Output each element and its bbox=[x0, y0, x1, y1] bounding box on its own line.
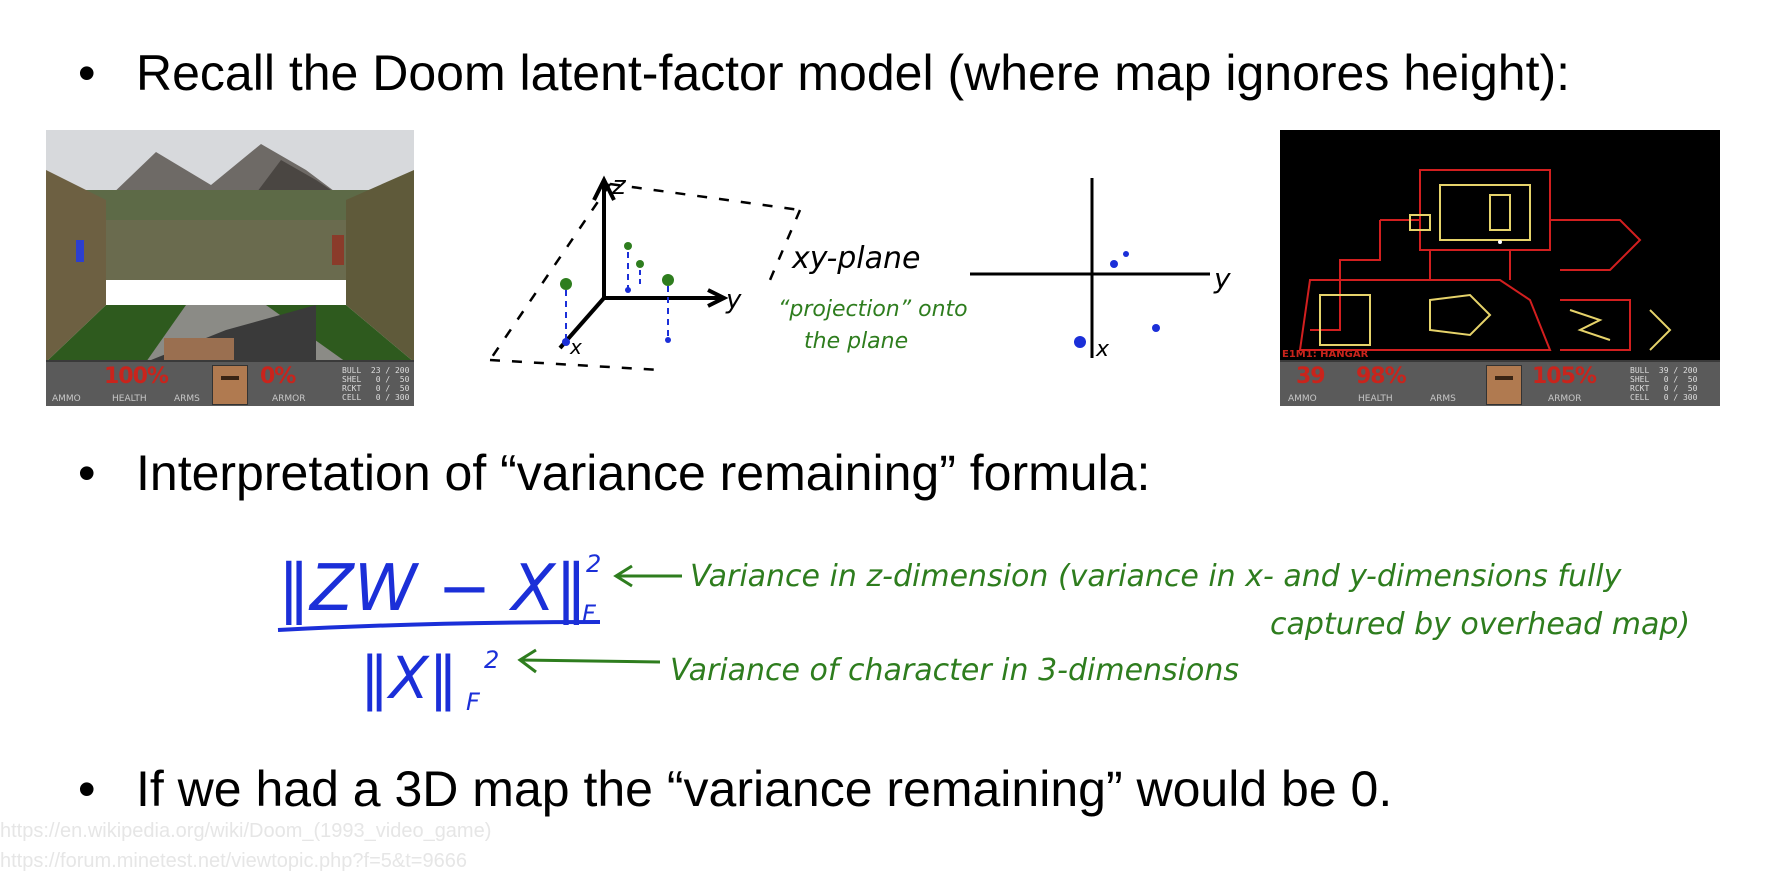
z-axis-label: z bbox=[611, 171, 627, 201]
ammo-readout: 100% bbox=[104, 364, 169, 389]
bullet-marker: • bbox=[78, 761, 96, 817]
doom-gameplay-screenshot: 100% 0% AMMO HEALTH ARMS ARMOR BULL 23 /… bbox=[46, 130, 414, 406]
bullet-text: Recall the Doom latent-factor model (whe… bbox=[136, 45, 1571, 101]
x-axis-label: x bbox=[1095, 337, 1110, 362]
y-axis-label: y bbox=[1213, 262, 1231, 295]
health-label: HEALTH bbox=[112, 394, 147, 404]
arms-label: ARMS bbox=[1430, 394, 1456, 404]
ammo-table: BULL 23 / 200 SHEL 0 / 50 RCKT 0 / 50 CE… bbox=[342, 366, 410, 402]
x-axis-label: x bbox=[569, 335, 582, 359]
health-label: HEALTH bbox=[1358, 394, 1393, 404]
doomguy-face-icon bbox=[1486, 365, 1522, 405]
armor-label: ARMOR bbox=[272, 394, 306, 404]
bullet-marker: • bbox=[78, 45, 96, 101]
doom-automap-screenshot: E1M1: HANGAR 39 98% 105% AMMO HEALTH ARM… bbox=[1280, 130, 1720, 406]
variance-remaining-formula: ‖ZW − X‖ F 2 ‖X‖ F 2 Variance in z-dimen… bbox=[277, 550, 1690, 716]
doom-status-bar: 100% 0% AMMO HEALTH ARMS ARMOR BULL 23 /… bbox=[46, 360, 414, 406]
numerator-annotation: Variance in z-dimension (variance in x- … bbox=[690, 559, 1623, 594]
xy-plane-outline bbox=[488, 182, 802, 372]
xy-overhead-sketch: y x bbox=[970, 178, 1231, 362]
denominator-superscript: 2 bbox=[484, 646, 499, 674]
denominator-arrowhead-icon bbox=[517, 648, 537, 674]
fraction-bar bbox=[277, 620, 601, 632]
ammo-readout: 39 bbox=[1296, 364, 1326, 389]
armor-readout: 105% bbox=[1532, 364, 1597, 389]
level-name: E1M1: HANGAR bbox=[1282, 349, 1369, 360]
y-axis-arrow-icon bbox=[707, 288, 729, 308]
numerator-superscript: 2 bbox=[586, 550, 601, 578]
armor-label: ARMOR bbox=[1548, 394, 1582, 404]
y-axis-label: y bbox=[725, 285, 742, 315]
numerator-annotation-line2: captured by overhead map) bbox=[1270, 607, 1690, 642]
projected-points bbox=[560, 242, 674, 346]
formula-numerator: ‖ZW − X‖ bbox=[278, 552, 587, 626]
automap-art bbox=[1298, 169, 1672, 351]
bullet-text: Interpretation of “variance remaining” f… bbox=[136, 445, 1151, 501]
bullet-marker: • bbox=[78, 445, 96, 501]
projection-label-line2: the plane bbox=[804, 329, 908, 354]
overhead-points bbox=[1074, 251, 1160, 348]
formula-denominator: ‖X‖ bbox=[360, 644, 458, 712]
denominator-subscript: F bbox=[466, 688, 481, 716]
ammo-label: AMMO bbox=[1288, 394, 1317, 404]
doomguy-face-icon bbox=[212, 365, 248, 405]
armor-readout: 0% bbox=[260, 364, 296, 389]
xyz-projection-sketch: z y x xy-plane “projection” onto the pla… bbox=[488, 171, 968, 372]
numerator-arrowhead-icon bbox=[613, 564, 633, 588]
source-link[interactable]: https://en.wikipedia.org/wiki/Doom_(1993… bbox=[0, 820, 492, 842]
health-readout: 98% bbox=[1356, 364, 1407, 389]
ammo-label: AMMO bbox=[52, 394, 81, 404]
z-axis-arrow-icon bbox=[592, 175, 616, 201]
denominator-annotation: Variance of character in 3-dimensions bbox=[670, 653, 1239, 688]
ammo-table: BULL 39 / 200 SHEL 0 / 50 RCKT 0 / 50 CE… bbox=[1630, 366, 1698, 402]
source-link[interactable]: https://forum.minetest.net/viewtopic.php… bbox=[0, 850, 467, 872]
automap-status-bar: 39 98% 105% AMMO HEALTH ARMS ARMOR BULL … bbox=[1280, 360, 1720, 406]
bullet-text: If we had a 3D map the “variance remaini… bbox=[136, 761, 1393, 817]
doom-scene-art bbox=[46, 130, 414, 362]
arms-label: ARMS bbox=[174, 394, 200, 404]
denominator-arrow-icon bbox=[519, 658, 661, 664]
image-sources: https://en.wikipedia.org/wiki/Doom_(1993… bbox=[0, 816, 491, 876]
xy-plane-label: xy-plane bbox=[791, 241, 921, 276]
projection-label: “projection” onto bbox=[778, 297, 968, 322]
